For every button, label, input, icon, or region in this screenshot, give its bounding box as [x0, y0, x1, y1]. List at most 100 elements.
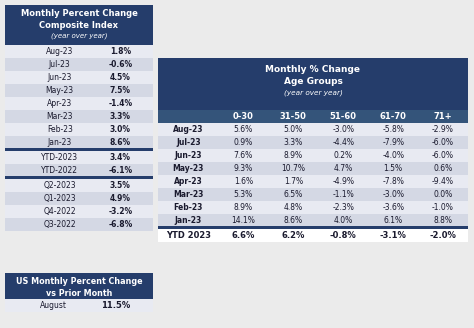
- Text: -3.2%: -3.2%: [109, 207, 133, 216]
- Text: -2.9%: -2.9%: [432, 125, 454, 134]
- Bar: [5, 97, 153, 110]
- Text: 6.5%: 6.5%: [284, 190, 303, 199]
- Text: YTD 2023: YTD 2023: [166, 231, 211, 240]
- Text: -2.3%: -2.3%: [332, 203, 354, 212]
- Text: -0.8%: -0.8%: [330, 231, 356, 240]
- Text: 10.7%: 10.7%: [281, 164, 305, 173]
- Text: 6.2%: 6.2%: [282, 231, 305, 240]
- Text: 4.5%: 4.5%: [110, 73, 131, 82]
- Text: 0-30: 0-30: [233, 112, 254, 121]
- Text: 8.8%: 8.8%: [434, 216, 453, 225]
- Text: 6.1%: 6.1%: [383, 216, 403, 225]
- Bar: [158, 188, 468, 201]
- Text: Q1-2023: Q1-2023: [44, 194, 76, 203]
- Text: 1.8%: 1.8%: [110, 47, 131, 56]
- Bar: [158, 162, 468, 175]
- Text: 3.3%: 3.3%: [110, 112, 131, 121]
- Text: 9.3%: 9.3%: [234, 164, 253, 173]
- Text: Jul-23: Jul-23: [176, 138, 201, 147]
- Text: -3.6%: -3.6%: [382, 203, 404, 212]
- Text: 14.1%: 14.1%: [231, 216, 255, 225]
- Bar: [5, 164, 153, 177]
- Text: -6.0%: -6.0%: [432, 151, 454, 160]
- Text: 31-50: 31-50: [280, 112, 307, 121]
- Text: 4.9%: 4.9%: [110, 194, 131, 203]
- Text: Jun-23: Jun-23: [47, 73, 72, 82]
- Bar: [5, 151, 153, 164]
- Text: Composite Index: Composite Index: [39, 20, 118, 30]
- Text: -6.1%: -6.1%: [109, 166, 133, 175]
- Text: Feb-23: Feb-23: [173, 203, 203, 212]
- Bar: [158, 136, 468, 149]
- Text: 8.6%: 8.6%: [110, 138, 131, 147]
- Bar: [158, 58, 468, 110]
- Text: Q3-2022: Q3-2022: [44, 220, 76, 229]
- Text: -3.1%: -3.1%: [380, 231, 407, 240]
- Bar: [5, 176, 153, 179]
- Text: -7.8%: -7.8%: [382, 177, 404, 186]
- Text: -9.4%: -9.4%: [432, 177, 454, 186]
- Text: 4.0%: 4.0%: [334, 216, 353, 225]
- Text: Jun-23: Jun-23: [174, 151, 202, 160]
- Bar: [158, 201, 468, 214]
- Bar: [158, 123, 468, 136]
- Bar: [5, 205, 153, 218]
- Bar: [5, 299, 153, 312]
- Text: Jan-23: Jan-23: [47, 138, 72, 147]
- Text: -1.4%: -1.4%: [109, 99, 133, 108]
- Bar: [158, 175, 468, 188]
- Text: 3.0%: 3.0%: [110, 125, 131, 134]
- Text: -4.0%: -4.0%: [382, 151, 404, 160]
- Text: -7.9%: -7.9%: [382, 138, 404, 147]
- Bar: [5, 273, 153, 299]
- Text: Age Groups: Age Groups: [283, 76, 342, 86]
- Text: Monthly Percent Change: Monthly Percent Change: [20, 10, 137, 18]
- Text: 7.6%: 7.6%: [234, 151, 253, 160]
- Text: YTD-2022: YTD-2022: [41, 166, 78, 175]
- Text: -4.4%: -4.4%: [332, 138, 354, 147]
- Text: 4.7%: 4.7%: [334, 164, 353, 173]
- Text: Jul-23: Jul-23: [49, 60, 71, 69]
- Text: Mar-23: Mar-23: [173, 190, 203, 199]
- Text: 6.6%: 6.6%: [232, 231, 255, 240]
- Bar: [5, 110, 153, 123]
- Text: 11.5%: 11.5%: [101, 301, 131, 310]
- Text: May-23: May-23: [46, 86, 74, 95]
- Bar: [5, 179, 153, 192]
- Text: Q2-2023: Q2-2023: [44, 181, 76, 190]
- Text: vs Prior Month: vs Prior Month: [46, 289, 112, 297]
- Text: Jan-23: Jan-23: [174, 216, 202, 225]
- Bar: [158, 226, 468, 229]
- Text: 8.9%: 8.9%: [284, 151, 303, 160]
- Text: Apr-23: Apr-23: [174, 177, 202, 186]
- Bar: [5, 148, 153, 151]
- Text: -4.9%: -4.9%: [332, 177, 354, 186]
- Bar: [5, 136, 153, 149]
- Text: 51-60: 51-60: [330, 112, 357, 121]
- Text: 3.5%: 3.5%: [110, 181, 131, 190]
- Text: -5.8%: -5.8%: [382, 125, 404, 134]
- Text: -1.0%: -1.0%: [432, 203, 454, 212]
- Text: Q4-2022: Q4-2022: [44, 207, 76, 216]
- Text: 0.9%: 0.9%: [234, 138, 253, 147]
- Text: -0.6%: -0.6%: [109, 60, 133, 69]
- Text: 5.6%: 5.6%: [234, 125, 253, 134]
- Text: -6.0%: -6.0%: [432, 138, 454, 147]
- Text: August: August: [40, 301, 67, 310]
- Text: (year over year): (year over year): [51, 33, 107, 39]
- Bar: [158, 110, 468, 123]
- Text: 61-70: 61-70: [380, 112, 407, 121]
- Text: -1.1%: -1.1%: [332, 190, 354, 199]
- Text: 5.0%: 5.0%: [284, 125, 303, 134]
- Text: -3.0%: -3.0%: [382, 190, 404, 199]
- Text: 71+: 71+: [434, 112, 452, 121]
- Bar: [5, 192, 153, 205]
- Text: 3.3%: 3.3%: [284, 138, 303, 147]
- Text: 0.6%: 0.6%: [433, 164, 453, 173]
- Text: Mar-23: Mar-23: [46, 112, 73, 121]
- Bar: [5, 123, 153, 136]
- Text: Aug-23: Aug-23: [46, 47, 73, 56]
- Text: Feb-23: Feb-23: [47, 125, 73, 134]
- Text: 0.0%: 0.0%: [433, 190, 453, 199]
- Text: 1.6%: 1.6%: [234, 177, 253, 186]
